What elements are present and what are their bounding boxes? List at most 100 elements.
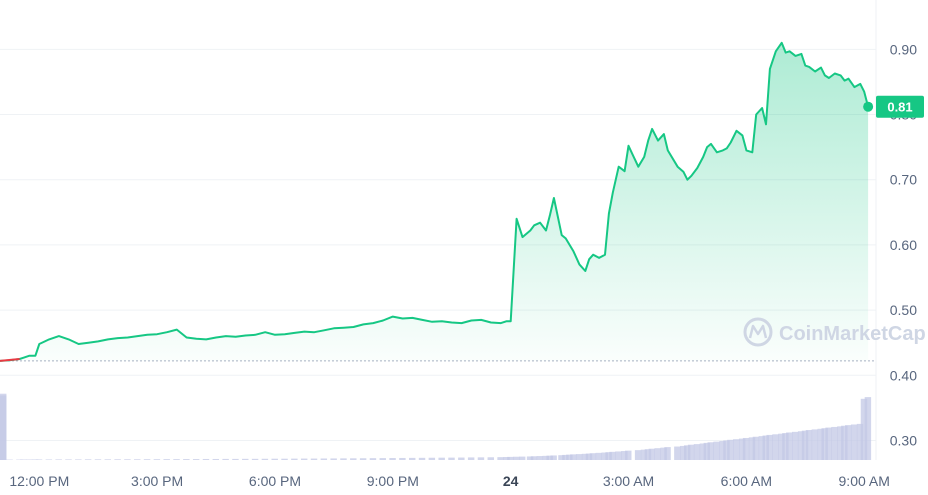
volume-bar	[271, 458, 278, 460]
coinmarketcap-logo-icon	[743, 317, 773, 347]
volume-bar	[625, 450, 632, 460]
volume-bar	[173, 459, 180, 460]
volume-bar	[94, 459, 102, 460]
volume-bar	[507, 456, 514, 460]
volume-bar	[817, 428, 824, 460]
volume-bar	[581, 453, 589, 460]
volume-bar	[202, 458, 210, 460]
volume-bar	[837, 426, 844, 460]
volume-bar	[570, 454, 577, 460]
volume-bar	[546, 455, 553, 460]
volume-bar	[856, 423, 864, 460]
volume-bar	[742, 437, 750, 460]
volume-bar	[719, 441, 726, 460]
volume-bar	[797, 431, 805, 460]
volume-bar	[359, 458, 367, 460]
volume-bar	[183, 459, 190, 460]
volume-bar	[693, 444, 701, 460]
volume-bar	[703, 442, 711, 460]
volume-bar	[640, 449, 648, 460]
volume-bar	[634, 450, 642, 460]
volume-bar	[408, 457, 416, 460]
volume-bar	[680, 445, 687, 460]
volume-bar	[778, 433, 785, 460]
volume-bar	[65, 459, 72, 460]
volume-bar	[723, 440, 730, 460]
volume-bar	[379, 458, 386, 460]
volume-bar	[251, 458, 259, 460]
volume-bar	[477, 457, 485, 460]
volume-bar	[192, 459, 200, 460]
volume-bar	[330, 458, 337, 460]
volume-bar	[766, 434, 773, 460]
volume-bar	[674, 446, 681, 460]
volume-bar	[758, 436, 766, 460]
volume-bar	[163, 459, 170, 460]
price-line-start-segment	[0, 357, 20, 362]
last-price-badge-label: 0.81	[887, 100, 912, 115]
volume-bar	[727, 439, 734, 460]
last-price-badge: 0.81	[876, 95, 924, 118]
y-tick-label: 0.30	[890, 432, 917, 448]
volume-bar	[467, 457, 475, 460]
volume-bar	[821, 428, 828, 460]
volume-bar	[526, 456, 534, 460]
price-area-fill	[0, 42, 869, 361]
volume-bar	[369, 458, 377, 460]
volume-bar	[45, 459, 53, 460]
volume-bar	[713, 441, 720, 460]
volume-bar	[438, 457, 445, 460]
volume-bar	[536, 456, 544, 460]
volume-bar	[683, 445, 691, 460]
grid-lines	[0, 0, 877, 460]
price-line[interactable]	[0, 41, 870, 362]
last-price-dot[interactable]	[863, 101, 874, 112]
volume-bar	[738, 438, 746, 460]
volume-bar	[558, 455, 565, 460]
volume-bar	[104, 459, 111, 460]
volume-bar	[748, 437, 756, 460]
y-axis: 0.300.400.500.600.700.800.90	[890, 41, 917, 448]
volume-bar	[609, 451, 616, 460]
volume-bar	[497, 457, 504, 460]
coinmarketcap-watermark: CoinMarketCap	[743, 317, 926, 347]
volume-bar	[752, 436, 760, 460]
volume-bar	[811, 429, 819, 460]
volume-bar	[621, 451, 628, 460]
volume-bar	[605, 452, 612, 460]
volume-bar	[566, 454, 573, 460]
volume-bar	[418, 457, 426, 460]
volume-bar	[124, 459, 131, 460]
volume-bar	[518, 456, 526, 460]
volume-bar	[860, 398, 868, 460]
volume-bar	[503, 457, 510, 460]
volume-bar	[664, 447, 671, 460]
x-tick-label: 6:00 AM	[721, 473, 772, 489]
volume-bar	[222, 458, 229, 460]
volume-bar	[75, 459, 82, 460]
volume-bar	[615, 451, 622, 460]
y-tick-label: 0.50	[890, 302, 917, 318]
volume-bar	[242, 458, 249, 460]
volume-bar	[845, 425, 852, 460]
volume-bar	[699, 443, 707, 460]
volume-bar	[825, 427, 832, 460]
volume-bar	[134, 459, 141, 460]
volume-bar	[786, 432, 793, 460]
x-tick-label: 12:00 PM	[9, 473, 69, 489]
volume-bar	[300, 458, 308, 460]
x-axis: 12:00 PM 3:00 PM 6:00 PM 9:00 PM 24 3:00 AM 6:…	[9, 473, 890, 489]
volume-bar	[831, 426, 838, 460]
volume-bar	[513, 456, 520, 460]
volume-bar	[589, 453, 597, 460]
x-tick-label: 6:00 PM	[249, 473, 301, 489]
volume-bar	[782, 433, 789, 460]
volume-bar	[448, 457, 455, 460]
volume-bar	[644, 449, 652, 460]
watermark-text: CoinMarketCap	[779, 323, 926, 345]
y-tick-label: 0.40	[890, 367, 917, 383]
volume-bar	[772, 434, 779, 460]
volume-bar	[801, 430, 809, 460]
volume-bar	[585, 453, 593, 460]
